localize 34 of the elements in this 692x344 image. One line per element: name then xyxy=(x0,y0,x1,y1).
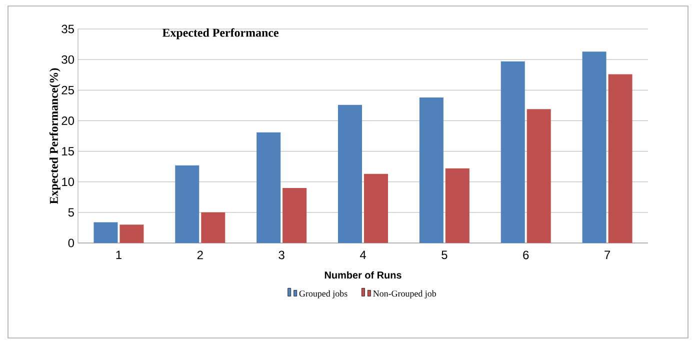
x-tick-label: 2 xyxy=(197,250,203,260)
y-tick-label: 35 xyxy=(62,24,74,34)
chart-title: Expected Performance xyxy=(162,28,278,40)
x-tick-label: 4 xyxy=(360,250,366,259)
bar xyxy=(364,174,388,243)
bar xyxy=(500,61,525,243)
y-tick-label: 25 xyxy=(62,86,74,94)
y-tick-label: 20 xyxy=(62,116,74,125)
bar xyxy=(526,109,551,243)
bar xyxy=(608,74,632,243)
y-tick-label: 5 xyxy=(68,208,74,217)
y-axis-title: Expected Performance(%) xyxy=(49,68,60,204)
y-tick-label: 10 xyxy=(62,178,74,186)
x-tick-label: 5 xyxy=(442,250,448,260)
y-tick-label: 0 xyxy=(68,238,74,248)
x-tick-label: 3 xyxy=(278,250,284,260)
bar xyxy=(201,212,226,243)
x-tick-label: 1 xyxy=(116,250,122,259)
bar xyxy=(120,224,144,243)
y-tick-label: 15 xyxy=(62,147,74,156)
x-axis-title: Number of Runs xyxy=(324,271,402,279)
bar xyxy=(338,104,362,243)
x-tick-label: 6 xyxy=(523,250,529,260)
bar xyxy=(282,188,307,243)
legend-label: Grouped jobs xyxy=(299,290,348,298)
bar xyxy=(419,97,444,243)
y-tick-label: 30 xyxy=(62,55,74,64)
bar xyxy=(582,52,606,243)
bar xyxy=(94,222,118,243)
bar xyxy=(445,168,470,243)
bar xyxy=(256,132,281,243)
legend-label: Non-Grouped job xyxy=(373,290,436,298)
x-tick-label: 7 xyxy=(604,250,610,259)
bar xyxy=(175,165,200,243)
